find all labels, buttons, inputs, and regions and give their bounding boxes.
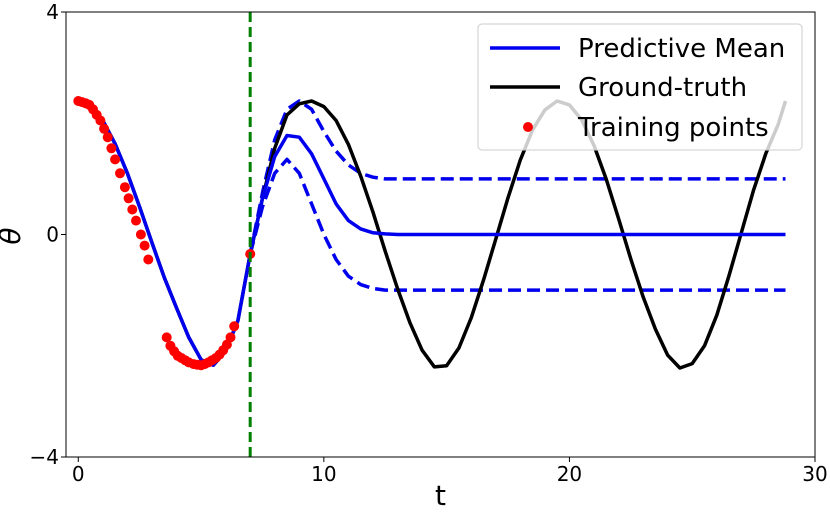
ticks-layer: 0 10 20 30 −4 0 4 bbox=[30, 0, 828, 486]
x-tick-label: 20 bbox=[557, 462, 582, 486]
training-point bbox=[110, 154, 121, 165]
x-tick-label: 10 bbox=[311, 462, 336, 486]
training-point bbox=[135, 229, 146, 240]
training-point bbox=[119, 182, 130, 193]
y-tick-label: 0 bbox=[46, 223, 59, 247]
training-point bbox=[95, 115, 106, 126]
training-point bbox=[123, 193, 134, 204]
series-predictive-mean bbox=[77, 99, 786, 367]
legend-training-points-swatch bbox=[523, 122, 533, 132]
training-point bbox=[127, 204, 138, 215]
legend-training-points-label: Training points bbox=[577, 113, 769, 143]
training-point bbox=[106, 143, 117, 154]
training-point bbox=[102, 132, 113, 143]
training-point bbox=[115, 168, 125, 179]
legend: Predictive Mean Ground-truth Training po… bbox=[477, 23, 803, 151]
training-points-layer bbox=[73, 96, 256, 371]
series-upper-bound bbox=[248, 99, 786, 255]
legend-ground-truth-label: Ground-truth bbox=[578, 73, 747, 103]
series-layer bbox=[77, 99, 788, 370]
legend-mean-label: Predictive Mean bbox=[578, 34, 785, 64]
x-tick-label: 30 bbox=[802, 462, 827, 486]
training-point bbox=[225, 332, 236, 343]
x-axis-label: t bbox=[435, 479, 446, 512]
training-point bbox=[131, 215, 141, 226]
legend-box bbox=[477, 23, 803, 151]
training-point bbox=[99, 123, 110, 134]
training-point bbox=[229, 321, 240, 332]
x-tick-label: 0 bbox=[72, 462, 85, 486]
training-point bbox=[161, 332, 172, 343]
series-lower-bound bbox=[248, 157, 786, 292]
y-tick-label: −4 bbox=[30, 445, 59, 469]
training-point bbox=[139, 240, 150, 251]
y-tick-label: 4 bbox=[46, 0, 59, 24]
y-axis-label: θ bbox=[0, 227, 27, 244]
training-point bbox=[143, 254, 154, 265]
